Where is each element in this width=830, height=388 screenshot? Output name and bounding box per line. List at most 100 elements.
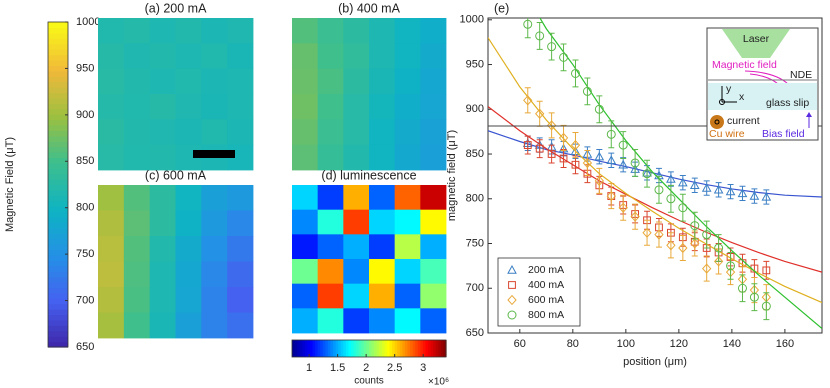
colorbar-tick-label: 650 bbox=[76, 341, 94, 353]
marker bbox=[571, 160, 580, 169]
y-tick-label: 750 bbox=[466, 237, 484, 249]
heatmap-cell bbox=[317, 259, 344, 285]
error-bar bbox=[584, 149, 591, 176]
colorbar-gradient bbox=[48, 114, 68, 121]
legend-label: 600 mA bbox=[528, 294, 564, 306]
heatmap-cell bbox=[394, 283, 421, 309]
panel-title: (c) 600 mA bbox=[145, 168, 207, 182]
marker bbox=[667, 228, 675, 237]
error-bar bbox=[632, 203, 639, 230]
marker bbox=[606, 190, 616, 202]
colorbar-gradient bbox=[48, 146, 68, 153]
colorbar-gradient bbox=[48, 65, 68, 72]
marker bbox=[630, 158, 640, 168]
heatmap-cell bbox=[317, 119, 344, 146]
heatmap-cell bbox=[227, 68, 254, 95]
marker bbox=[583, 169, 592, 178]
magnetic-field-label: Magnetic field bbox=[712, 59, 777, 71]
marker bbox=[582, 86, 592, 96]
scale-bar bbox=[193, 150, 235, 158]
colorbar-gradient bbox=[48, 233, 68, 240]
colorbar-gradient bbox=[48, 249, 68, 256]
colorbar-tick-label: 3 bbox=[420, 362, 426, 374]
heatmap-cell bbox=[227, 236, 254, 262]
heatmap-cell bbox=[317, 234, 344, 260]
colorbar-gradient bbox=[48, 179, 68, 186]
colorbar-gradient bbox=[48, 70, 68, 77]
colorbar-gradient bbox=[48, 103, 68, 110]
heatmap-cell bbox=[343, 283, 370, 309]
marker bbox=[761, 301, 771, 311]
marker bbox=[713, 256, 724, 267]
heatmap-cell bbox=[292, 68, 319, 95]
heatmap-cell bbox=[420, 18, 447, 44]
marker bbox=[606, 129, 616, 139]
heatmap-cell bbox=[123, 261, 151, 288]
colorbar-gradient bbox=[48, 287, 68, 294]
marker bbox=[654, 185, 664, 195]
marker bbox=[582, 157, 593, 169]
marker bbox=[547, 150, 556, 158]
heatmap-cell bbox=[292, 18, 319, 44]
heatmap-cell bbox=[123, 210, 151, 237]
x-tick-label: 160 bbox=[776, 338, 794, 350]
colorbar-gradient bbox=[48, 314, 68, 321]
glass-slip bbox=[708, 83, 817, 110]
error-bar bbox=[560, 43, 567, 72]
bias-arrowhead bbox=[806, 112, 812, 117]
colorbar-gradient bbox=[343, 340, 347, 357]
marker bbox=[642, 169, 652, 179]
heatmap-cell bbox=[292, 185, 319, 211]
colorbar-gradient bbox=[48, 265, 68, 272]
heatmap-cell bbox=[394, 209, 421, 235]
colorbar-gradient bbox=[392, 340, 396, 357]
colorbar-gradient bbox=[338, 340, 342, 357]
colorbar-gradient bbox=[48, 130, 68, 137]
heatmap-cell bbox=[175, 210, 202, 237]
marker bbox=[523, 19, 533, 29]
heatmap-cell bbox=[394, 18, 421, 44]
x-tick-label: 100 bbox=[617, 338, 635, 350]
error-bar bbox=[679, 193, 686, 222]
axis-x-label: x bbox=[739, 91, 745, 103]
colorbar-label: Magnetic Field (μT) bbox=[4, 137, 16, 232]
colorbar-gradient bbox=[417, 340, 421, 357]
heatmap-cell bbox=[149, 68, 176, 95]
colorbar-gradient bbox=[48, 206, 68, 213]
colorbar-gradient bbox=[48, 271, 68, 278]
colorbar-tick-label: 2.5 bbox=[387, 362, 402, 374]
colorbar-gradient bbox=[48, 168, 68, 175]
colorbar-gradient bbox=[363, 340, 368, 357]
colorbar-gradient bbox=[335, 340, 339, 357]
heatmap-cell bbox=[343, 185, 370, 211]
colorbar-gradient bbox=[48, 330, 68, 337]
colorbar-gradient bbox=[48, 189, 68, 196]
heatmap-cell bbox=[317, 43, 344, 70]
heatmap-cell bbox=[394, 185, 421, 211]
error-bar bbox=[584, 77, 591, 106]
bias-field-label: Bias field bbox=[762, 128, 805, 140]
colorbar-gradient bbox=[48, 92, 68, 99]
heatmap-cell bbox=[201, 119, 228, 146]
marker bbox=[714, 243, 724, 253]
y-tick-label: 700 bbox=[466, 282, 484, 294]
colorbar-gradient bbox=[48, 325, 68, 332]
marker bbox=[654, 229, 664, 240]
colorbar-gradient bbox=[340, 340, 344, 357]
heatmap-cell bbox=[394, 68, 421, 95]
cu-wire bbox=[710, 115, 724, 129]
x-tick-label: 80 bbox=[567, 338, 579, 350]
cu-wire-label: Cu wire bbox=[709, 128, 745, 140]
heatmap-cell bbox=[175, 119, 202, 146]
heatmap-cell bbox=[123, 43, 151, 70]
colorbar-gradient bbox=[430, 340, 434, 357]
colorbar-gradient bbox=[48, 217, 68, 224]
colorbar-gradient bbox=[48, 43, 68, 50]
error-bar bbox=[596, 167, 603, 194]
heatmap-cell bbox=[149, 312, 176, 339]
marker bbox=[507, 310, 517, 320]
colorbar-gradient bbox=[358, 340, 362, 357]
axis-y-label: y bbox=[726, 83, 732, 95]
colorbar-tick-label: 850 bbox=[76, 155, 94, 167]
